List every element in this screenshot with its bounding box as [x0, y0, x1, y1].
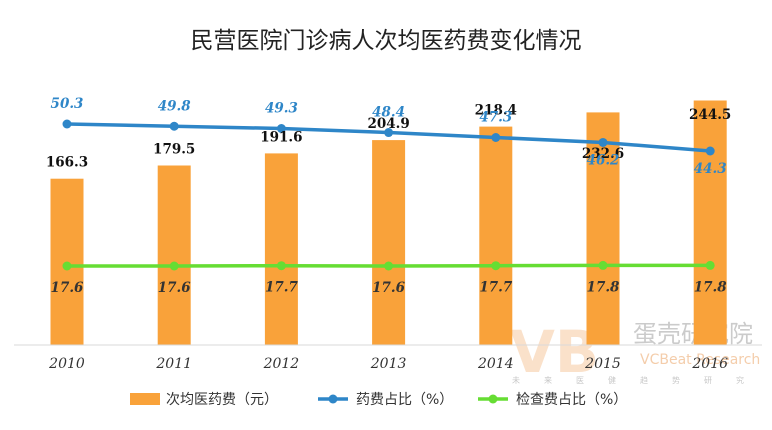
check-ratio-point-2016: [705, 260, 715, 270]
x-tick-label-2012: 2012: [263, 356, 300, 372]
check-ratio-point-2011: [169, 261, 179, 271]
legend-label-0: 次均医药费（元）: [166, 392, 278, 408]
bar-label-2012: 191.6: [260, 129, 302, 145]
drug-ratio-label-2016: 44.3: [694, 161, 727, 177]
watermark-tagline-char: 健: [608, 375, 616, 385]
x-tick-label-2016: 2016: [691, 356, 728, 372]
bar-2015: [586, 112, 620, 346]
check-ratio-label-2011: 17.6: [158, 280, 191, 296]
check-ratio-label-2010: 17.6: [51, 280, 84, 296]
legend-marker-2: [488, 394, 498, 404]
drug-ratio-point-2011: [169, 121, 179, 131]
legend-swatch-0: [130, 393, 160, 405]
x-tick-label-2015: 2015: [584, 356, 621, 372]
x-tick-label-2014: 2014: [477, 356, 514, 372]
watermark-tagline-char: 趋: [640, 375, 648, 385]
check-ratio-label-2013: 17.6: [372, 280, 405, 296]
watermark-name-cn: 蛋壳研究院: [633, 320, 753, 348]
drug-ratio-label-2015: 46.2: [587, 152, 620, 168]
bar-label-2011: 179.5: [153, 142, 195, 158]
bar-2016: [693, 100, 727, 345]
watermark-tagline-char: 研: [704, 376, 712, 385]
drug-ratio-label-2012: 49.3: [265, 101, 298, 117]
x-tick-label-2010: 2010: [48, 356, 85, 372]
legend-label-1: 药费占比（%）: [356, 392, 453, 408]
legend-marker-1: [328, 394, 338, 404]
bar-2012: [264, 153, 298, 345]
watermark-logo: VB: [510, 318, 599, 386]
check-ratio-point-2015: [598, 260, 608, 270]
watermark-name-en: VCBeat Research: [640, 352, 760, 368]
drug-ratio-point-2016: [705, 146, 715, 156]
check-ratio-label-2016: 17.8: [694, 279, 727, 295]
check-ratio-point-2010: [62, 261, 72, 271]
check-ratio-point-2014: [491, 261, 501, 271]
watermark: VB 蛋壳研究院 VCBeat Research 未 来 医 健 趋 势 研 究: [510, 318, 760, 386]
drug-ratio-label-2014: 47.3: [479, 110, 512, 126]
drug-ratio-point-2013: [384, 128, 394, 138]
bar-2013: [372, 140, 406, 345]
bar-2011: [157, 165, 191, 345]
watermark-tagline-char: 究: [736, 375, 744, 385]
drug-ratio-point-2012: [276, 124, 286, 133]
bar-label-2015: 232.6: [582, 146, 624, 162]
bar-label-2010: 166.3: [46, 155, 88, 171]
check-ratio-label-2015: 17.8: [587, 279, 620, 295]
watermark-tagline-char: 来: [544, 376, 552, 385]
bar-label-2016: 244.5: [689, 107, 731, 123]
check-ratio-label-2012: 17.7: [265, 280, 298, 296]
check-ratio-point-2013: [384, 261, 394, 271]
watermark-tagline-char: 医: [576, 376, 584, 385]
drug-ratio-point-2014: [491, 133, 501, 142]
x-tick-label-2013: 2013: [370, 356, 407, 372]
x-tick-label-2011: 2011: [155, 356, 192, 372]
bar-label-2013: 204.9: [367, 116, 409, 132]
check-ratio-label-2014: 17.7: [479, 280, 512, 296]
bar-label-2014: 218.4: [475, 103, 517, 119]
watermark-tagline-char: 未: [512, 375, 520, 385]
drug-ratio-label-2010: 50.3: [51, 96, 84, 112]
chart-title: 民营医院门诊病人次均医药费变化情况: [191, 28, 582, 54]
drug-ratio-point-2015: [598, 137, 608, 147]
drug-ratio-label-2011: 49.8: [158, 98, 191, 114]
legend-label-2: 检查费占比（%）: [516, 392, 627, 408]
watermark-tagline-char: 势: [672, 375, 680, 385]
drug-ratio-point-2010: [62, 119, 72, 129]
check-ratio-point-2012: [276, 261, 286, 271]
watermark-tagline: 未来医健趋势研究: [512, 375, 744, 385]
bar-2014: [479, 126, 513, 345]
drug-ratio-label-2013: 48.4: [372, 105, 405, 121]
watermark-logo-icon: VB: [510, 318, 599, 386]
legend: 次均医药费（元） 药费占比（%） 检查费占比（%）: [130, 392, 627, 408]
